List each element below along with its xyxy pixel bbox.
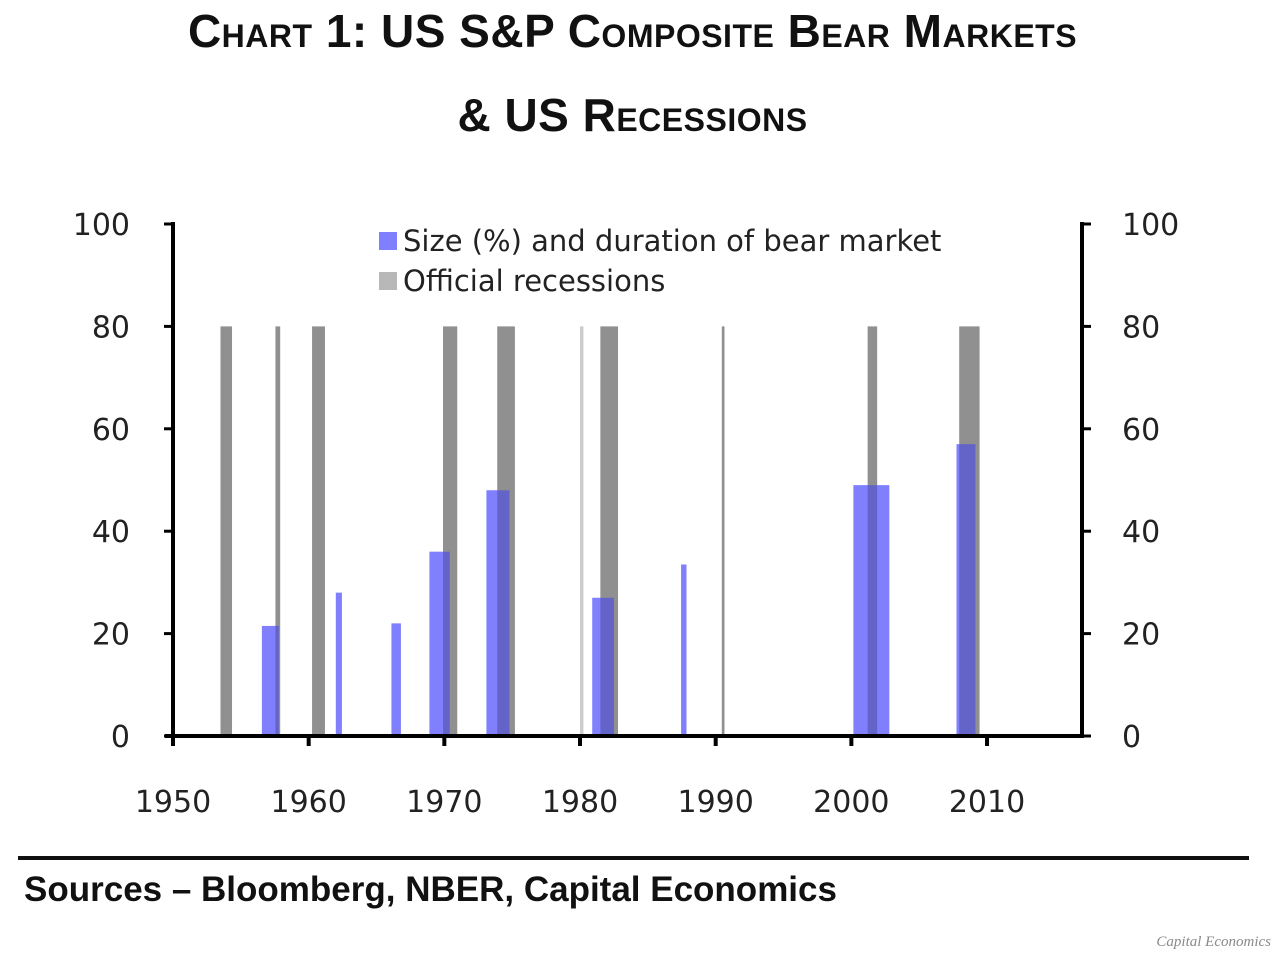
y-tick-label-left: 100 [73, 208, 130, 243]
chart-plot: 0 0 20 20 40 40 60 60 80 80 100 100 1950 1960 1970 1980… [73, 208, 1180, 820]
bear-market-bar [391, 623, 401, 736]
recession-bar-overlay [867, 326, 878, 736]
y-tick-label-right: 20 [1122, 618, 1160, 653]
y-tick-label-right: 60 [1122, 413, 1160, 448]
x-tick-label: 2010 [949, 785, 1025, 820]
chart-title-line2: & US Recessions [0, 88, 1265, 142]
bear-market-bar [681, 564, 687, 736]
x-tick-label: 1970 [406, 785, 482, 820]
axes [164, 222, 1091, 746]
recession-overlay [220, 326, 980, 736]
recession-bar-overlay [442, 326, 458, 736]
recession-bar-overlay [959, 326, 980, 736]
x-tick-label: 1960 [270, 785, 346, 820]
legend-swatch-recessions [379, 272, 397, 290]
recession-bar-overlay [721, 326, 725, 736]
recession-bar-overlay [275, 326, 281, 736]
chart-title-line1-text: Chart 1: US S&P Composite Bear Markets [187, 5, 1078, 57]
chart-title-line1: Chart 1: US S&P Composite Bear Markets [0, 4, 1265, 58]
footer-divider [18, 856, 1249, 860]
recession-bar-overlay [312, 326, 325, 736]
y-tick-label-left: 40 [92, 515, 130, 550]
y-tick-label-right: 80 [1122, 310, 1160, 345]
legend-swatch-bear-market [379, 232, 397, 250]
bear-market-bar [335, 592, 342, 736]
legend: Size (%) and duration of bear market Off… [379, 224, 941, 298]
x-tick-label: 1950 [135, 785, 211, 820]
x-tick-label: 1980 [542, 785, 618, 820]
chart-title-line2-text: & US Recessions [457, 89, 808, 141]
sources-note: Sources – Bloomberg, NBER, Capital Econo… [24, 870, 837, 909]
bear-market-bar [261, 625, 279, 736]
recession-bar-overlay [580, 326, 584, 736]
y-tick-label-left: 0 [111, 720, 130, 755]
recession-bar-overlay [600, 326, 619, 736]
y-tick-label-right: 0 [1122, 720, 1141, 755]
watermark: Capital Economics [1156, 934, 1271, 950]
tick-labels: 0 0 20 20 40 40 60 60 80 80 100 100 1950 1960 1970 1980… [73, 208, 1180, 820]
x-tick-label: 1990 [678, 785, 754, 820]
y-tick-label-left: 60 [92, 413, 130, 448]
y-tick-label-right: 100 [1122, 208, 1179, 243]
y-tick-label-left: 80 [92, 310, 130, 345]
recession-bar-overlay [220, 326, 233, 736]
legend-label-recessions: Official recessions [403, 264, 665, 298]
y-tick-label-right: 40 [1122, 515, 1160, 550]
x-tick-label: 2000 [813, 785, 889, 820]
y-tick-label-left: 20 [92, 618, 130, 653]
recession-bar-overlay [497, 326, 515, 736]
legend-label-bear-market: Size (%) and duration of bear market [403, 224, 941, 258]
